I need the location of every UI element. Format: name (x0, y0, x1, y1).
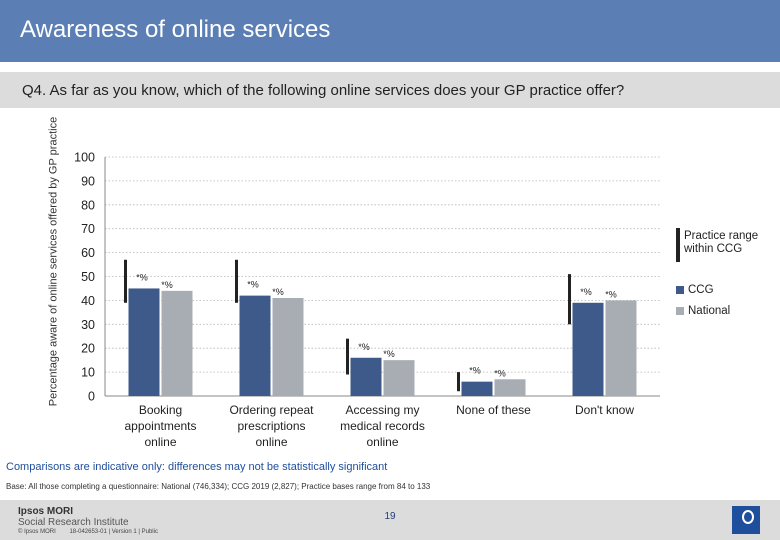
x-category-label: Accessing my (345, 403, 419, 417)
x-category-label: Booking (139, 403, 182, 417)
data-label-ccg: *% (247, 280, 259, 290)
bar-ccg (128, 288, 160, 396)
x-category-label: online (144, 435, 176, 449)
y-tick-label: 40 (81, 294, 95, 308)
legend-swatch-national (676, 306, 684, 315)
y-tick-label: 90 (81, 174, 95, 188)
base-note: Base: All those completing a questionnai… (6, 482, 431, 491)
y-tick-label: 60 (81, 246, 95, 260)
legend-range-label: Practice range within CCG (684, 230, 759, 255)
data-label-national: *% (494, 368, 506, 378)
bar-national (272, 298, 304, 396)
page-number: 19 (384, 511, 396, 522)
x-category-label: appointments (124, 419, 196, 433)
data-label-national: *% (383, 349, 395, 359)
data-label-ccg: *% (469, 366, 481, 376)
legend-swatch-ccg (676, 285, 684, 294)
bar-national (161, 290, 193, 396)
data-label-ccg: *% (580, 287, 592, 297)
job-reference: 18-042653-01 | Version 1 | Public (69, 529, 158, 535)
y-tick-label: 100 (74, 151, 95, 165)
x-category-label: None of these (456, 403, 531, 417)
footer-logo: Ipsos MORI Social Research Institute (18, 506, 129, 528)
range-key-icon (676, 228, 680, 262)
copyright-text: © Ipsos MORI (18, 529, 56, 535)
bar-ccg (572, 302, 604, 396)
bar-national (605, 300, 637, 396)
y-tick-label: 30 (81, 318, 95, 332)
legend-item-national: National (676, 305, 730, 317)
data-label-national: *% (272, 287, 284, 297)
x-category-label: online (255, 435, 287, 449)
x-category-label: Don't know (575, 403, 634, 417)
legend-item-ccg: CCG (676, 284, 714, 296)
footer-brand: Ipsos MORI (18, 506, 74, 517)
bar-national (383, 360, 415, 396)
y-tick-label: 80 (81, 198, 95, 212)
bar-ccg (239, 295, 271, 396)
x-category-label: medical records (340, 419, 425, 433)
y-tick-label: 0 (88, 390, 95, 404)
title-bar: Awareness of online services (0, 0, 780, 62)
footer (0, 500, 780, 540)
footer-division: Social Research Institute (18, 517, 129, 528)
x-category-label: prescriptions (237, 419, 305, 433)
x-category-label: online (366, 435, 398, 449)
legend-label-national: National (688, 305, 731, 317)
page-title: Awareness of online services (20, 16, 331, 43)
question-bar: Q4. As far as you know, which of the fol… (0, 72, 780, 108)
y-tick-label: 10 (81, 366, 95, 380)
question-text: Q4. As far as you know, which of the fol… (22, 82, 625, 99)
ipsos-logo-icon (732, 506, 760, 534)
footer-copyright: © Ipsos MORI 18-042653-01 | Version 1 | … (18, 529, 170, 535)
data-label-national: *% (605, 289, 617, 299)
bar-chart: 0 10 20 30 40 50 60 70 80 90 100 *% *% Booking appoint… (74, 151, 660, 449)
data-label-national: *% (161, 280, 173, 290)
legend-label-ccg: CCG (688, 284, 714, 296)
y-tick-label: 20 (81, 342, 95, 356)
y-tick-label: 50 (81, 270, 95, 284)
comparisons-note: Comparisons are indicative only: differe… (6, 461, 388, 473)
x-category-label: Ordering repeat (229, 403, 314, 417)
bar-ccg (461, 381, 493, 396)
data-label-ccg: *% (136, 272, 148, 282)
bar-ccg (350, 357, 382, 396)
bar-national (494, 379, 526, 396)
data-label-ccg: *% (358, 342, 370, 352)
y-tick-label: 70 (81, 222, 95, 236)
